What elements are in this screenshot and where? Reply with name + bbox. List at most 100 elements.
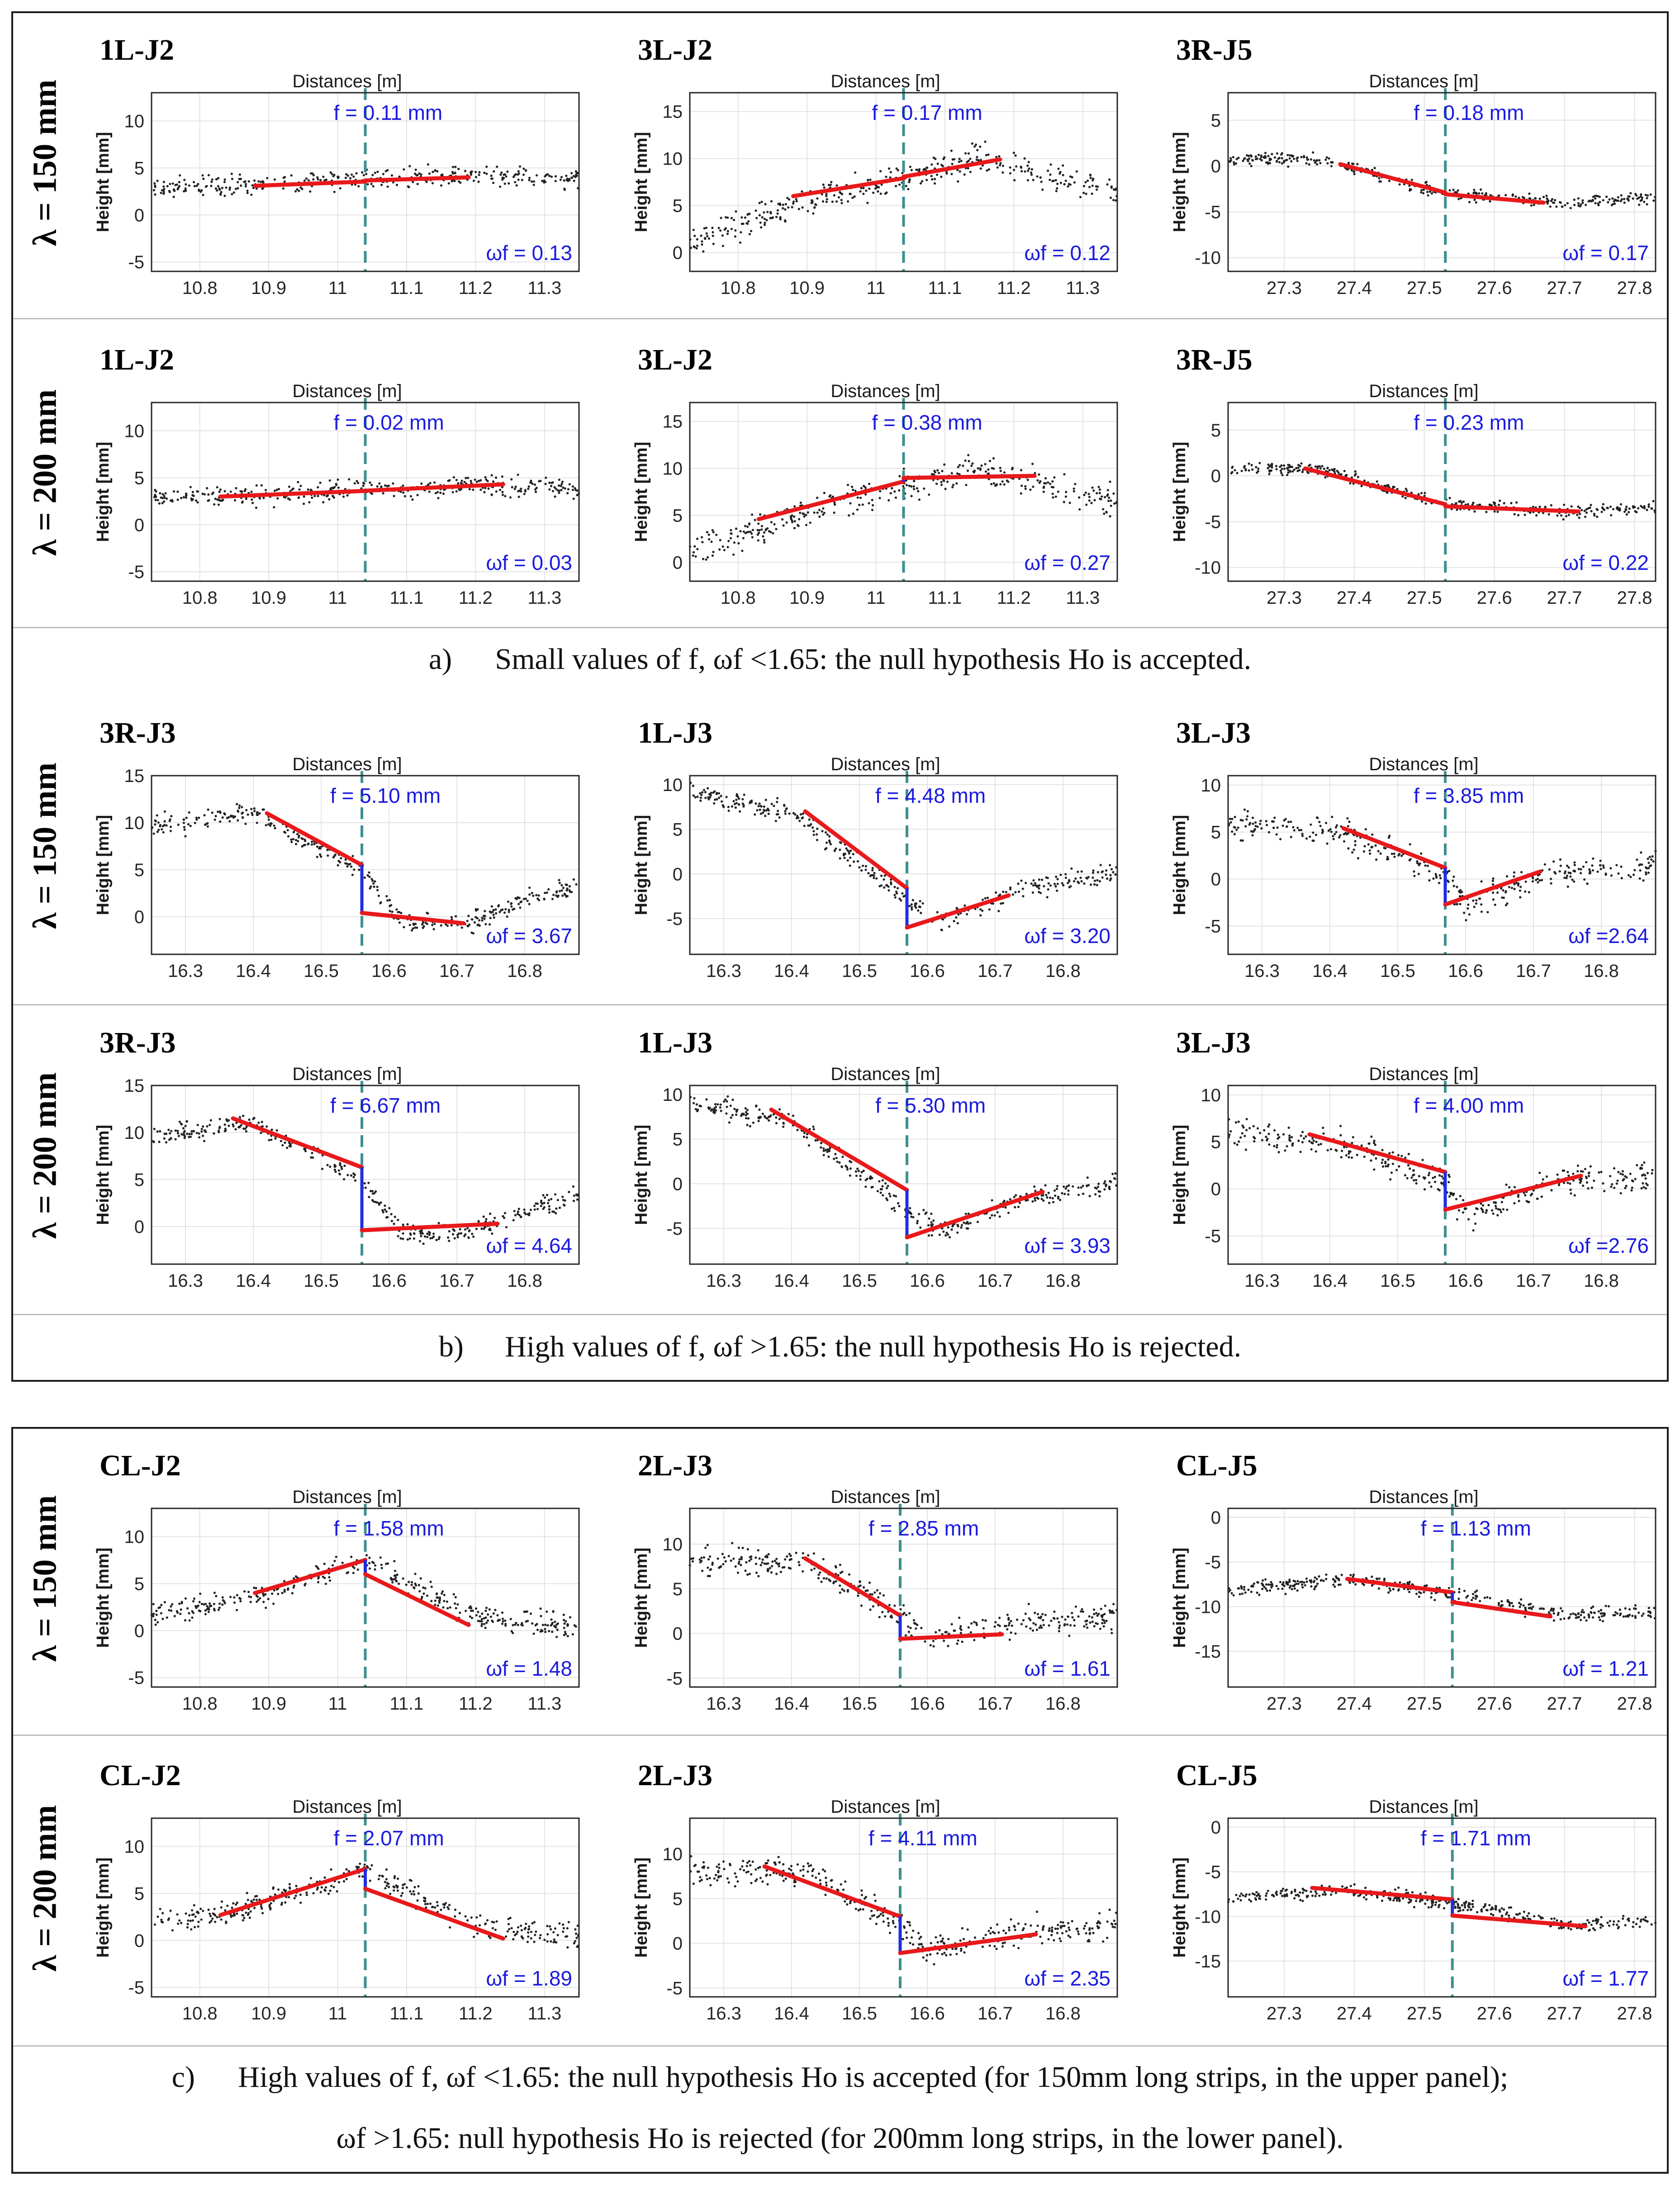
y-tick-label: 5 (673, 506, 683, 526)
data-point (1059, 171, 1062, 173)
data-point (1038, 878, 1041, 881)
data-point (441, 173, 444, 176)
data-point (1268, 465, 1271, 468)
data-point (955, 916, 958, 919)
data-point (485, 166, 488, 168)
data-point (1652, 860, 1655, 863)
data-point (1387, 1163, 1390, 1166)
data-point (1588, 872, 1591, 875)
data-point (840, 1165, 843, 1168)
data-point (971, 142, 973, 145)
data-point (932, 1219, 935, 1222)
data-point (341, 1167, 343, 1170)
data-point (1009, 166, 1011, 169)
data-point (721, 234, 724, 237)
data-point (1297, 1139, 1300, 1142)
data-point (1397, 1154, 1400, 1156)
data-point (1520, 871, 1523, 873)
data-point (316, 176, 319, 179)
data-point (483, 1617, 485, 1620)
data-point (1369, 852, 1372, 855)
data-point (447, 182, 450, 185)
data-point (1239, 819, 1242, 821)
data-point (526, 1610, 528, 1613)
data-point (1298, 469, 1301, 472)
data-point (1055, 190, 1058, 192)
data-point (1564, 870, 1567, 873)
data-point (1034, 1199, 1037, 1202)
data-point (879, 192, 882, 195)
data-point (166, 185, 169, 188)
data-point (860, 487, 863, 489)
data-point (1452, 875, 1455, 878)
data-point (562, 1199, 565, 1201)
data-point (548, 1211, 551, 1214)
x-tick-label: 11 (328, 588, 347, 608)
data-point (1089, 176, 1092, 179)
data-point (260, 1132, 262, 1134)
data-point (522, 167, 525, 170)
data-point (261, 187, 264, 190)
data-point (742, 1113, 745, 1116)
plot-area (152, 776, 579, 954)
data-point (785, 807, 788, 810)
data-point (1042, 1199, 1045, 1202)
data-point (1055, 1188, 1058, 1190)
data-point (1573, 861, 1576, 864)
data-point (1057, 167, 1060, 170)
data-point (168, 820, 171, 822)
data-point (710, 792, 712, 794)
data-point (189, 1135, 192, 1138)
y-tick-label: 0 (134, 515, 144, 535)
data-point (1570, 1192, 1572, 1195)
data-point (1456, 1218, 1458, 1221)
data-point (518, 489, 521, 492)
data-point (219, 811, 222, 814)
data-point (158, 502, 161, 505)
data-point (418, 1240, 422, 1242)
x-tick-label: 16.4 (236, 1271, 271, 1291)
data-point (807, 1144, 810, 1147)
data-point (871, 1185, 874, 1188)
data-point (1287, 820, 1290, 823)
data-point (568, 885, 571, 888)
data-point (520, 1215, 522, 1218)
data-point (1030, 168, 1033, 171)
data-point (544, 891, 546, 894)
data-point (1615, 864, 1618, 867)
data-point (269, 824, 272, 827)
data-point (169, 183, 171, 185)
data-point (177, 1135, 180, 1138)
data-point (331, 1564, 334, 1567)
data-point (930, 1234, 933, 1237)
data-point (450, 916, 453, 919)
data-point (198, 816, 200, 819)
data-point (1404, 497, 1407, 499)
data-point (299, 484, 302, 487)
data-point (1494, 903, 1496, 906)
data-point (1272, 826, 1275, 829)
data-point (218, 490, 221, 493)
data-point (895, 891, 898, 893)
data-point (198, 1136, 201, 1139)
data-point (163, 1137, 166, 1140)
data-point (545, 476, 547, 479)
data-point (1485, 511, 1488, 513)
data-point (498, 904, 500, 907)
data-point (260, 484, 263, 487)
data-point (1381, 1158, 1384, 1161)
data-point (460, 482, 462, 484)
data-point (841, 1156, 844, 1158)
data-point (1556, 1173, 1559, 1176)
data-point (266, 1125, 268, 1128)
data-point (560, 488, 563, 492)
data-point (182, 821, 185, 824)
data-point (1334, 826, 1337, 829)
data-point (242, 811, 244, 814)
data-point (244, 185, 247, 188)
data-point (972, 470, 975, 473)
data-point (1273, 156, 1277, 159)
data-point (822, 1149, 825, 1152)
fit-line-left (769, 1107, 909, 1192)
data-point (924, 1213, 927, 1215)
